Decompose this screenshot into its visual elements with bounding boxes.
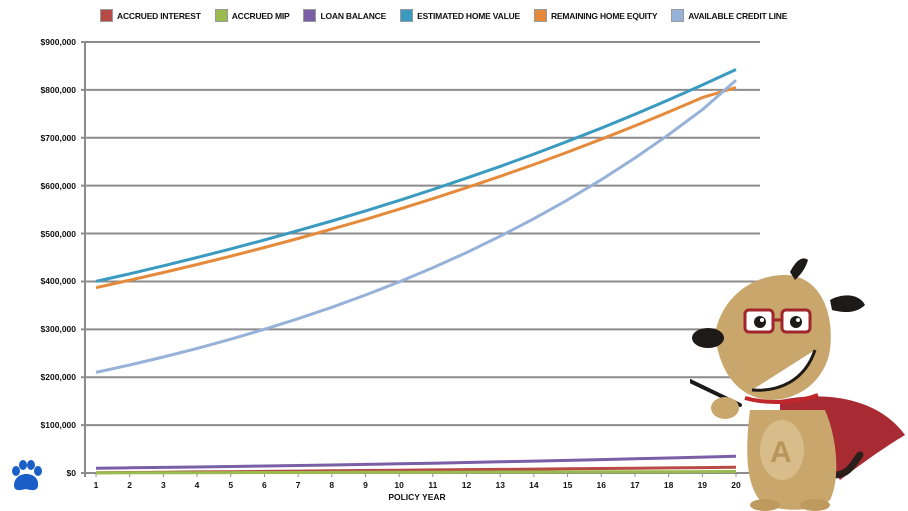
x-tick-label: 5	[228, 480, 234, 490]
legend-swatch	[303, 9, 317, 22]
x-tick-label: 3	[160, 480, 166, 490]
svg-text:A: A	[770, 436, 792, 469]
legend-label: LOAN BALANCE	[320, 10, 387, 21]
y-tick-label: $100,000	[40, 420, 76, 431]
chart-legend: ACCRUED INTEREST ACCRUED MIP LOAN BALANCE E…	[100, 9, 787, 22]
dog-mascot-icon: A	[690, 258, 905, 511]
x-tick-label: 13	[495, 480, 505, 490]
legend-swatch	[400, 9, 414, 22]
x-tick-label: 15	[562, 480, 573, 490]
x-tick-label: 10	[394, 480, 404, 490]
x-tick-label: 2	[127, 480, 133, 490]
series-line-available-credit-line	[95, 79, 737, 374]
legend-item: AVAILABLE CREDIT LINE	[671, 9, 787, 22]
legend-label: ACCRUED MIP	[231, 10, 290, 21]
legend-item: ACCRUED MIP	[214, 9, 290, 22]
legend-item: ACCRUED INTEREST	[100, 9, 201, 22]
y-tick-label: $800,000	[40, 84, 76, 95]
series-line-estimated-home-value	[95, 68, 737, 283]
x-tick-label: 1	[93, 480, 99, 490]
x-tick-label: 17	[630, 480, 640, 490]
legend-item: ESTIMATED HOME VALUE	[400, 9, 520, 22]
legend-label: REMAINING HOME EQUITY	[550, 10, 658, 21]
series-line-remaining-home-equity	[95, 86, 737, 290]
x-tick-label: 20	[731, 480, 741, 490]
y-tick-label: $0	[66, 468, 76, 478]
x-axis-title: POLICY YEAR	[388, 492, 446, 502]
legend-label: ACCRUED INTEREST	[117, 10, 201, 21]
legend-swatch	[100, 9, 113, 22]
legend-item: LOAN BALANCE	[303, 9, 386, 22]
legend-swatch	[533, 9, 547, 22]
x-tick-label: 12	[461, 480, 472, 490]
x-tick-label: 19	[697, 480, 708, 490]
legend-item: REMAINING HOME EQUITY	[533, 9, 658, 22]
y-tick-label: $200,000	[40, 372, 76, 383]
y-tick-label: $600,000	[40, 180, 76, 191]
x-tick-label: 9	[363, 480, 368, 490]
series-line-loan-balance	[95, 454, 737, 470]
legend-label: ESTIMATED HOME VALUE	[417, 10, 520, 21]
x-tick-label: 11	[428, 480, 438, 490]
x-tick-label: 18	[663, 480, 674, 490]
legend-swatch	[214, 9, 228, 22]
x-tick-label: 14	[529, 480, 539, 490]
y-tick-label: $700,000	[40, 132, 76, 143]
x-tick-label: 6	[262, 480, 267, 490]
x-tick-label: 4	[194, 480, 200, 490]
x-tick-label: 8	[329, 480, 335, 490]
y-tick-label: $900,000	[40, 37, 76, 47]
series-line-accrued-mip	[95, 470, 737, 475]
legend-swatch	[671, 9, 685, 22]
paw-print-icon	[12, 460, 42, 491]
y-tick-label: $500,000	[40, 228, 76, 239]
x-tick-label: 7	[295, 480, 301, 490]
y-tick-label: $400,000	[40, 276, 76, 287]
legend-label: AVAILABLE CREDIT LINE	[688, 10, 788, 21]
y-tick-label: $300,000	[40, 324, 76, 335]
x-tick-label: 16	[596, 480, 606, 490]
